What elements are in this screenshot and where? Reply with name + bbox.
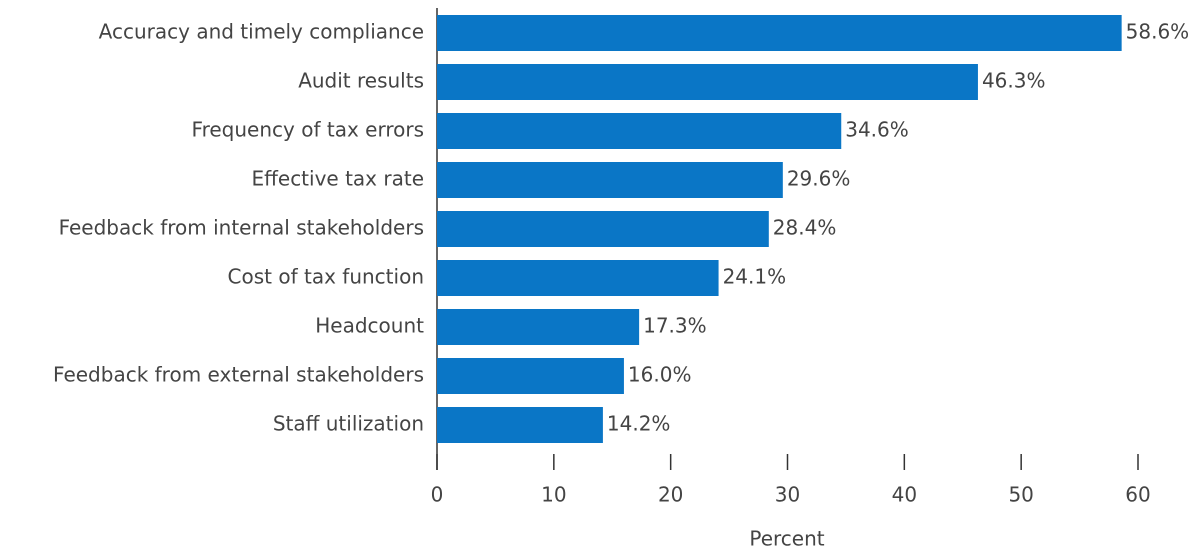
bar xyxy=(437,260,719,296)
bar xyxy=(437,64,978,100)
y-tick-label: Effective tax rate xyxy=(251,167,424,191)
y-tick-label: Audit results xyxy=(298,69,424,93)
x-tick-label: 0 xyxy=(431,483,444,507)
bar xyxy=(437,358,624,394)
x-axis-label: Percent xyxy=(749,527,824,551)
x-tick-label: 20 xyxy=(658,483,683,507)
x-tick-label: 50 xyxy=(1008,483,1033,507)
value-label: 29.6% xyxy=(787,167,851,191)
bar xyxy=(437,15,1122,51)
bar xyxy=(437,211,769,247)
bar xyxy=(437,309,640,345)
value-label: 46.3% xyxy=(982,69,1046,93)
value-label: 58.6% xyxy=(1126,20,1190,44)
value-label: 14.2% xyxy=(607,412,671,436)
value-label: 24.1% xyxy=(723,265,787,289)
y-tick-label: Cost of tax function xyxy=(228,265,424,289)
x-tick-label: 40 xyxy=(892,483,917,507)
y-tick-label: Feedback from external stakeholders xyxy=(53,363,424,387)
x-tick-label: 30 xyxy=(775,483,800,507)
bar xyxy=(437,407,603,443)
value-label: 17.3% xyxy=(643,314,707,338)
value-label: 34.6% xyxy=(845,118,909,142)
y-tick-label: Accuracy and timely compliance xyxy=(99,20,424,44)
value-label: 16.0% xyxy=(628,363,692,387)
x-tick-label: 10 xyxy=(541,483,566,507)
y-tick-label: Frequency of tax errors xyxy=(192,118,424,142)
x-tick-label: 60 xyxy=(1125,483,1150,507)
bar xyxy=(437,113,842,149)
y-tick-label: Headcount xyxy=(315,314,424,338)
y-tick-label: Feedback from internal stakeholders xyxy=(59,216,424,240)
bar xyxy=(437,162,783,198)
value-label: 28.4% xyxy=(773,216,837,240)
y-tick-label: Staff utilization xyxy=(273,412,424,436)
